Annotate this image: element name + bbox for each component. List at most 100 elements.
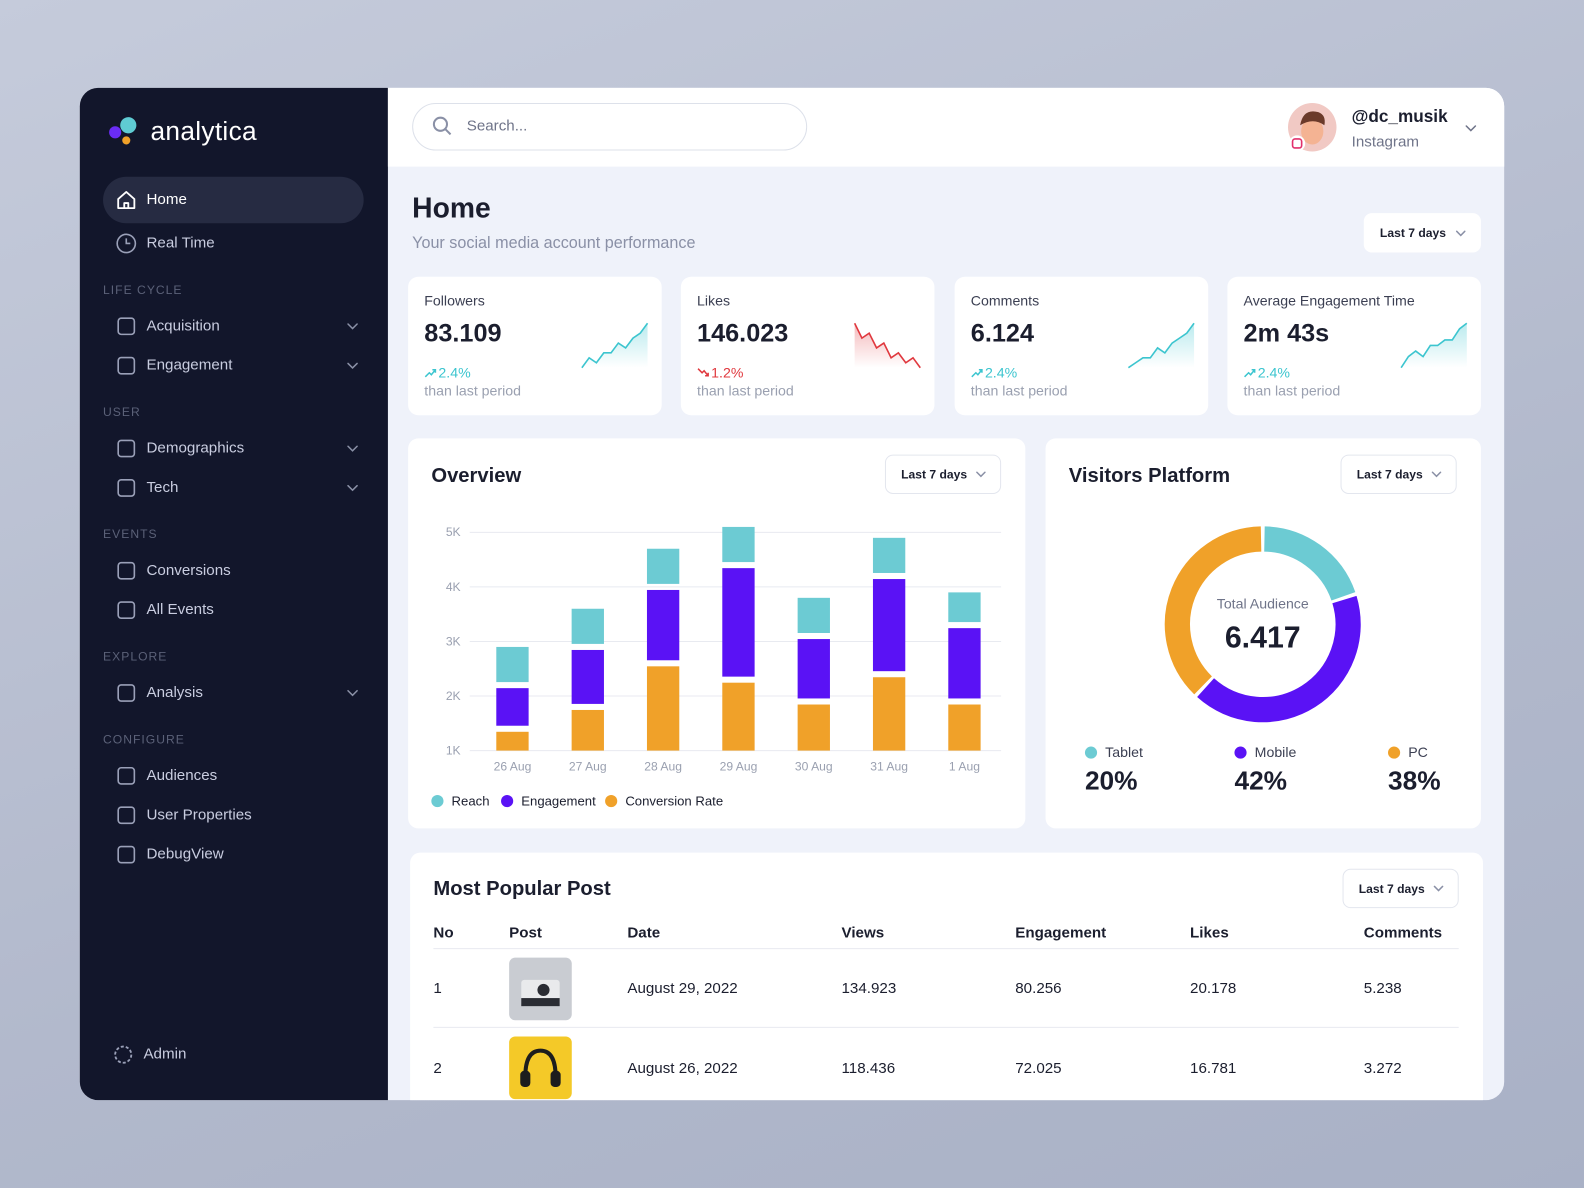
y-tick-label: 4K [445, 579, 461, 594]
bar-segment [646, 666, 680, 751]
chevron [347, 484, 358, 492]
icon [117, 317, 136, 336]
nav-item[interactable]: User Properties [146, 806, 252, 824]
post-thumbnail-art [523, 1048, 558, 1077]
donut-segment [1197, 595, 1361, 723]
legend-label: Engagement [521, 793, 596, 809]
table-cell: 1 [433, 979, 442, 998]
nav-item[interactable]: Acquisition [146, 317, 220, 335]
stat-value: 146.023 [697, 319, 789, 348]
range-dropdown[interactable] [1363, 213, 1481, 253]
legend-swatch [1234, 746, 1247, 759]
column-header: Likes [1190, 924, 1229, 942]
nav-item[interactable]: Analysis [146, 683, 203, 702]
y-tick-label: 2K [445, 688, 461, 703]
nav-item[interactable]: Conversions [146, 561, 231, 579]
sidebar [79, 87, 388, 1101]
range-dropdown[interactable] [1340, 454, 1457, 494]
value-label: 20% [1084, 765, 1138, 796]
search-icon [444, 128, 452, 136]
sparkline-area [1128, 323, 1195, 368]
bar-segment [797, 704, 830, 751]
table-cell: 20.178 [1190, 979, 1237, 998]
range-dropdown[interactable] [884, 454, 1002, 494]
icon [114, 1045, 133, 1064]
bar-segment [571, 709, 604, 751]
legend-label: Tablet [1105, 744, 1143, 761]
table-card [410, 852, 1483, 1101]
stat-label: Average Engagement Time [1243, 292, 1415, 309]
legend-swatch [1388, 746, 1401, 759]
icon [117, 766, 136, 785]
chevron [1455, 230, 1466, 237]
x-tick-label: 29 Aug [719, 759, 758, 774]
post-thumbnail [509, 1036, 572, 1100]
stat-note: than last period [970, 382, 1068, 399]
donut-center-value: 6.417 [1224, 621, 1301, 655]
nav-item[interactable]: Real Time [146, 234, 215, 252]
nav-item[interactable]: DebugView [146, 845, 224, 863]
icon [117, 191, 136, 210]
nav-item[interactable]: Engagement [146, 356, 233, 374]
overview-card [408, 438, 1026, 829]
instagram-badge [1289, 135, 1306, 152]
range-label: Last 7 days [1358, 881, 1425, 896]
bar-segment [722, 568, 755, 677]
column-header: Engagement [1015, 924, 1107, 942]
logo-dot [122, 136, 131, 145]
nav-item[interactable]: Demographics [146, 439, 245, 457]
x-tick-label: 31 Aug [870, 759, 908, 774]
table-cell: August 29, 2022 [627, 979, 738, 998]
chevron [347, 689, 358, 697]
table-cell: 16.781 [1190, 1059, 1237, 1077]
chevron [347, 445, 358, 452]
y-tick-label: 3K [445, 634, 461, 649]
search-icon [432, 116, 449, 132]
stat-note: than last period [424, 382, 521, 399]
x-tick-label: 26 Aug [493, 759, 532, 774]
table-cell: 72.025 [1015, 1059, 1062, 1077]
legend-swatch [501, 795, 514, 808]
nav-item[interactable]: Admin [143, 1045, 187, 1063]
chevron [976, 471, 986, 478]
range-dropdown[interactable] [1342, 868, 1459, 909]
platform: Instagram [1351, 133, 1420, 151]
bar-segment [797, 639, 830, 699]
card-title: Most Popular Post [433, 877, 611, 901]
x-tick-label: 27 Aug [568, 759, 607, 774]
bar-segment [496, 688, 529, 726]
card-title: Visitors Platform [1068, 464, 1231, 487]
table-cell: 118.436 [841, 1059, 896, 1077]
donut-segment [1164, 526, 1262, 695]
y-tick-label: 1K [445, 743, 461, 758]
chevron [1465, 125, 1477, 132]
bar-segment [872, 677, 906, 751]
sparkline [581, 322, 649, 369]
search-box[interactable] [412, 103, 808, 151]
range-label: Last 7 days [1356, 467, 1423, 482]
trend-icon [1244, 368, 1256, 378]
home-pill[interactable] [103, 176, 364, 224]
chevron [347, 362, 358, 370]
nav-item[interactable]: All Events [146, 601, 214, 619]
nav-item[interactable]: Tech [146, 478, 179, 497]
visitors-card [1045, 438, 1481, 829]
table-cell: 2 [433, 1059, 442, 1077]
legend-label: PC [1408, 744, 1428, 761]
nav-item[interactable]: Audiences [146, 766, 218, 784]
icon [117, 439, 136, 458]
trend-icon [971, 368, 983, 378]
stat-note: than last period [1243, 382, 1341, 399]
table-cell: 5.238 [1363, 979, 1402, 998]
bar-segment [948, 592, 981, 623]
x-tick-label: 30 Aug [794, 759, 833, 774]
stat-value: 2m 43s [1243, 319, 1330, 348]
legend-swatch [1084, 746, 1098, 759]
trend-icon [424, 368, 437, 378]
bar-segment [496, 646, 529, 683]
table-cell: 80.256 [1015, 979, 1062, 998]
page-title: Home [412, 192, 491, 224]
nav-item[interactable]: Home [146, 190, 187, 209]
